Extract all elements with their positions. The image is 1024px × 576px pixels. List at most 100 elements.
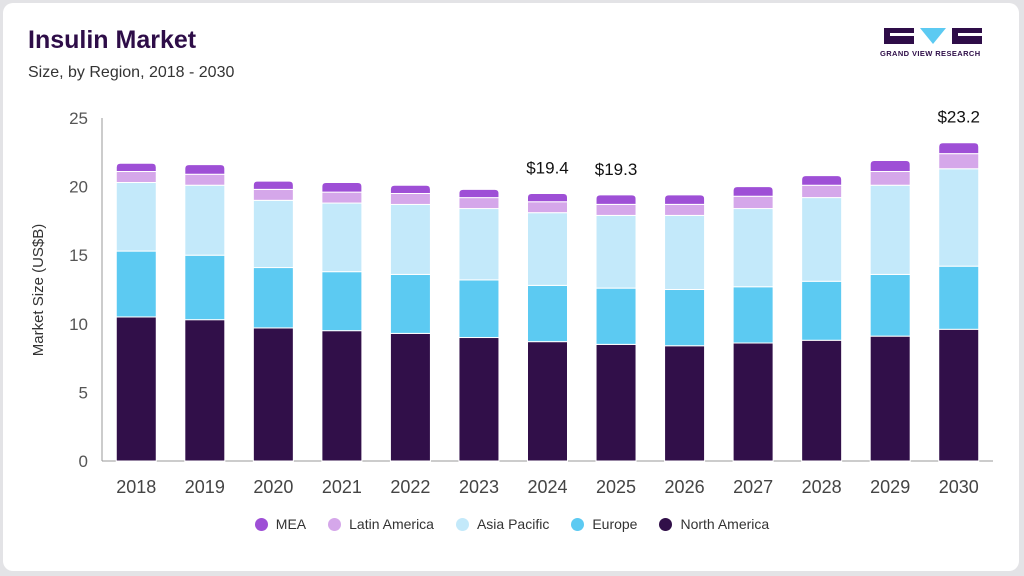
bar-segment-asia-pacific-2020 bbox=[252, 199, 294, 269]
bar-segment-asia-pacific-2029 bbox=[869, 184, 911, 275]
data-label-2024: $19.4 bbox=[526, 158, 569, 177]
y-axis-label: Market Size (US$B) bbox=[30, 224, 47, 357]
x-tick-label: 2024 bbox=[527, 477, 567, 497]
bar-segment-europe-2028 bbox=[801, 280, 843, 341]
y-tick-label: 15 bbox=[69, 246, 88, 265]
bar-segment-asia-pacific-2022 bbox=[389, 203, 431, 275]
bar-segment-north-america-2021 bbox=[321, 330, 363, 462]
bar-segment-europe-2027 bbox=[732, 286, 774, 344]
x-tick-label: 2022 bbox=[390, 477, 430, 497]
bar-segment-mea-2024 bbox=[527, 192, 568, 203]
bar-segment-north-america-2026 bbox=[664, 345, 706, 462]
legend-item-latin-america: Latin America bbox=[328, 516, 434, 532]
bar-segment-latin-america-2028 bbox=[801, 184, 843, 199]
bar-segment-north-america-2020 bbox=[252, 327, 294, 462]
legend-item-north-america: North America bbox=[659, 516, 769, 532]
bar-segment-europe-2018 bbox=[115, 250, 157, 318]
bar-segment-latin-america-2018 bbox=[115, 171, 157, 183]
chart-title: Insulin Market bbox=[28, 26, 197, 54]
legend-label: Europe bbox=[592, 516, 638, 532]
y-tick-label: 10 bbox=[69, 315, 88, 334]
legend-item-europe: Europe bbox=[571, 516, 637, 532]
legend-label: Latin America bbox=[349, 516, 434, 532]
y-tick-label: 20 bbox=[69, 178, 88, 197]
bar-segment-europe-2030 bbox=[938, 265, 980, 330]
x-tick-label: 2019 bbox=[185, 477, 225, 497]
chart-card bbox=[3, 3, 1019, 571]
legend-swatch bbox=[328, 517, 342, 531]
x-tick-label: 2030 bbox=[939, 477, 979, 497]
bar-segment-north-america-2024 bbox=[527, 341, 568, 462]
legend-item-asia-pacific: Asia Pacific bbox=[455, 516, 550, 532]
bar-segment-latin-america-2030 bbox=[938, 153, 980, 170]
bar-segment-europe-2020 bbox=[252, 267, 294, 329]
bar-segment-asia-pacific-2026 bbox=[664, 214, 706, 290]
bar-segment-north-america-2022 bbox=[389, 332, 431, 462]
bar-segment-latin-america-2022 bbox=[389, 192, 431, 205]
bar-segment-mea-2030 bbox=[938, 142, 980, 155]
x-tick-label: 2021 bbox=[322, 477, 362, 497]
x-tick-label: 2023 bbox=[459, 477, 499, 497]
bar-segment-north-america-2027 bbox=[732, 342, 774, 462]
bar-segment-mea-2025 bbox=[595, 194, 637, 205]
bar-segment-latin-america-2023 bbox=[458, 197, 500, 210]
y-tick-label: 5 bbox=[79, 383, 88, 402]
bar-segment-latin-america-2026 bbox=[664, 203, 706, 216]
bar-segment-europe-2029 bbox=[869, 273, 911, 337]
bar-segment-mea-2020 bbox=[252, 180, 294, 190]
bar-segment-mea-2021 bbox=[321, 181, 363, 193]
bar-segment-europe-2019 bbox=[184, 254, 226, 321]
bar-segment-asia-pacific-2027 bbox=[732, 208, 774, 288]
chart-subtitle: Size, by Region, 2018 - 2030 bbox=[28, 64, 235, 81]
bar-segment-europe-2025 bbox=[595, 287, 637, 345]
bar-segment-latin-america-2020 bbox=[252, 188, 294, 201]
data-label-2030: $23.2 bbox=[937, 108, 980, 127]
bar-segment-north-america-2030 bbox=[938, 328, 980, 462]
logo-text: GRAND VIEW RESEARCH bbox=[880, 49, 981, 58]
x-tick-label: 2028 bbox=[802, 477, 842, 497]
bar-segment-north-america-2025 bbox=[595, 343, 637, 462]
bar-segment-mea-2018 bbox=[115, 162, 157, 173]
bar-segment-north-america-2019 bbox=[184, 319, 226, 462]
y-tick-label: 25 bbox=[69, 109, 88, 128]
bar-segment-north-america-2028 bbox=[801, 339, 843, 462]
legend-swatch bbox=[571, 517, 585, 531]
legend-label: Asia Pacific bbox=[476, 516, 550, 532]
x-tick-label: 2026 bbox=[665, 477, 705, 497]
bar-segment-asia-pacific-2030 bbox=[938, 168, 980, 267]
bar-segment-asia-pacific-2025 bbox=[595, 214, 637, 289]
x-tick-label: 2029 bbox=[870, 477, 910, 497]
bar-segment-mea-2029 bbox=[869, 160, 911, 173]
bar-segment-mea-2019 bbox=[184, 164, 226, 175]
bar-segment-mea-2028 bbox=[801, 175, 843, 186]
x-tick-label: 2025 bbox=[596, 477, 636, 497]
bar-segment-mea-2022 bbox=[389, 184, 431, 194]
bar-segment-latin-america-2027 bbox=[732, 195, 774, 210]
bar-segment-north-america-2029 bbox=[869, 335, 911, 462]
legend-swatch bbox=[455, 517, 469, 531]
legend-label: MEA bbox=[275, 516, 307, 532]
bar-segment-europe-2022 bbox=[389, 273, 431, 334]
legend-item-mea: MEA bbox=[254, 516, 307, 532]
y-tick-label: 0 bbox=[79, 452, 88, 471]
data-label-2025: $19.3 bbox=[595, 160, 638, 179]
bar-segment-latin-america-2029 bbox=[869, 171, 911, 186]
bar-segment-europe-2026 bbox=[664, 289, 706, 347]
legend-label: North America bbox=[680, 516, 770, 532]
bar-segment-mea-2027 bbox=[732, 186, 774, 197]
bar-segment-north-america-2023 bbox=[458, 337, 500, 462]
bar-segment-asia-pacific-2018 bbox=[115, 181, 157, 252]
x-tick-label: 2018 bbox=[116, 477, 156, 497]
x-tick-label: 2020 bbox=[253, 477, 293, 497]
bar-segment-latin-america-2021 bbox=[321, 191, 363, 204]
bar-segment-europe-2024 bbox=[527, 284, 568, 343]
logo-mark-icon bbox=[884, 28, 982, 44]
bar-segment-latin-america-2025 bbox=[595, 203, 637, 216]
bar-segment-asia-pacific-2019 bbox=[184, 184, 226, 256]
grand-view-research-logo: GRAND VIEW RESEARCH bbox=[880, 26, 986, 64]
bar-segment-asia-pacific-2021 bbox=[321, 202, 363, 273]
bar-segment-latin-america-2024 bbox=[527, 201, 568, 214]
bar-segment-mea-2023 bbox=[458, 188, 500, 199]
bar-segment-mea-2026 bbox=[664, 194, 706, 205]
